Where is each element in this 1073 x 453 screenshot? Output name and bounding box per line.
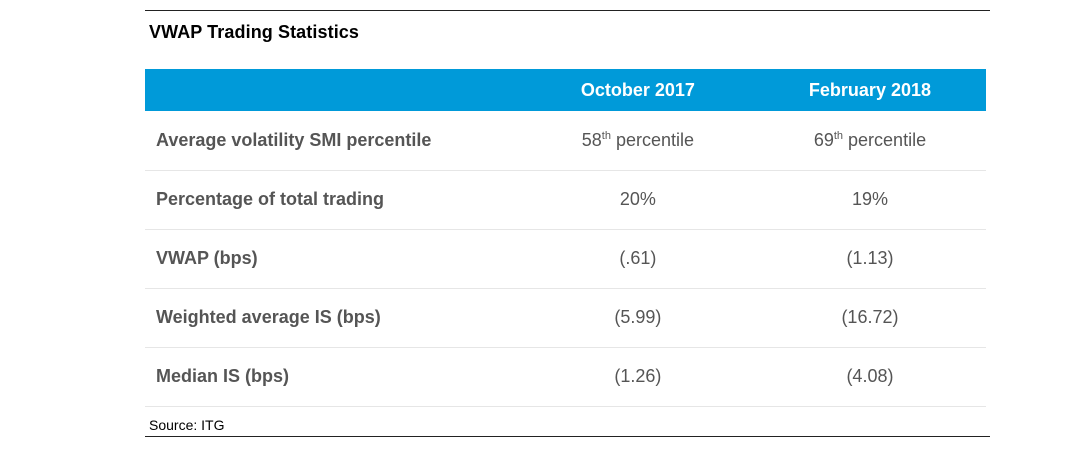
table-cell: (.61) — [521, 229, 754, 289]
header-cell-blank — [145, 69, 522, 111]
cell-text: percentile — [843, 129, 927, 150]
table-cell: 58th percentile — [521, 111, 754, 171]
statistics-table: October 2017 February 2018 Average volat… — [145, 69, 986, 407]
table-cell: 19% — [753, 170, 986, 230]
header-cell-february-2018: February 2018 — [808, 79, 931, 100]
ordinal-suffix: th — [601, 129, 611, 142]
cell-text: percentile — [610, 129, 695, 150]
table-cell: 20% — [521, 170, 754, 230]
table-row: Percentage of total trading 20% 19% — [145, 170, 986, 230]
table-header-row: October 2017 February 2018 — [145, 69, 986, 111]
table-row: Median IS (bps) (1.26) (4.08) — [145, 347, 986, 407]
cell-number: 58 — [581, 129, 602, 150]
table-cell: (5.99) — [521, 288, 754, 348]
table-cell: 69th percentile — [753, 111, 986, 171]
row-label: Average volatility SMI percentile — [145, 111, 522, 171]
figure-title: VWAP Trading Statistics — [149, 22, 360, 42]
table-cell: (16.72) — [753, 288, 986, 348]
table-row: Weighted average IS (bps) (5.99) (16.72) — [145, 288, 986, 348]
source-note: Source: ITG — [149, 417, 225, 433]
table-row: VWAP (bps) (.61) (1.13) — [145, 229, 986, 289]
row-label: Weighted average IS (bps) — [145, 288, 522, 348]
table-cell: (1.13) — [753, 229, 986, 289]
ordinal-suffix: th — [833, 129, 844, 142]
table-cell: (1.26) — [521, 347, 754, 407]
cell-number: 69 — [813, 129, 834, 150]
statistics-figure: VWAP Trading Statistics October 2017 Feb… — [145, 10, 990, 437]
row-label: Percentage of total trading — [145, 170, 522, 230]
row-label: VWAP (bps) — [145, 229, 522, 289]
header-cell-october-2017: October 2017 — [580, 79, 695, 100]
table-row: Average volatility SMI percentile 58th p… — [145, 111, 986, 171]
row-label: Median IS (bps) — [145, 347, 522, 407]
table-cell: (4.08) — [753, 347, 986, 407]
